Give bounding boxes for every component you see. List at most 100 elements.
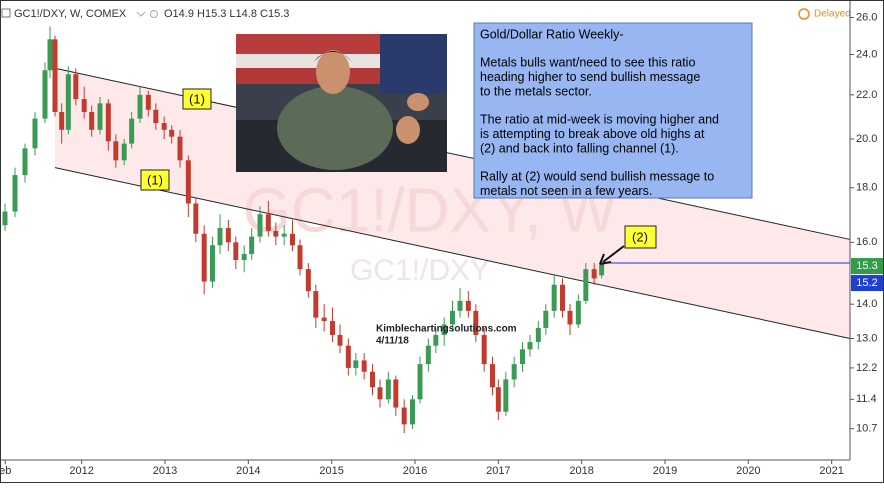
price-label: 15.3	[856, 260, 877, 272]
candle-body	[370, 371, 375, 388]
header-icon	[1, 8, 11, 18]
candle-body	[137, 94, 143, 119]
candle-body	[313, 291, 319, 318]
annotation-line: is attempting to break above old highs a…	[480, 127, 705, 141]
y-tick-label: 10.7	[856, 423, 877, 435]
candle-body	[433, 334, 439, 346]
x-tick-label: eb	[0, 465, 11, 477]
header: GC1!/DXY, W, COMEX O14.9 H15.3 L14.8 C15…	[1, 8, 851, 20]
candle-body	[2, 211, 8, 226]
status: Delayed	[814, 9, 851, 20]
candle-body	[113, 141, 119, 161]
candle-body	[465, 300, 471, 311]
candle-body	[450, 310, 455, 325]
candle-body	[560, 284, 565, 311]
candle-body	[591, 269, 597, 279]
candle-body	[241, 254, 247, 261]
x-axis-bg	[0, 460, 884, 483]
annotation-line: Rally at (2) would send bullish message …	[480, 169, 714, 183]
callout-arrowhead	[599, 253, 612, 265]
callout: (2)	[632, 229, 648, 244]
candle-body	[265, 214, 271, 231]
candle-body	[81, 99, 87, 113]
x-tick-label: 2014	[236, 465, 260, 477]
callout-box	[140, 169, 170, 191]
callout: (1)	[147, 172, 163, 187]
price-label: 15.2	[856, 277, 877, 289]
candle-body	[32, 118, 38, 149]
candle-body	[65, 74, 71, 130]
candle-body	[281, 233, 287, 237]
candle-body	[527, 342, 533, 350]
candle-body	[273, 230, 279, 237]
candle-body	[169, 129, 175, 137]
candle-body	[217, 228, 223, 246]
photo-hand	[407, 93, 429, 111]
candle-body	[457, 300, 463, 311]
y-tick-label: 12.2	[856, 362, 877, 374]
candle-body	[345, 345, 351, 368]
candle-body	[535, 327, 541, 343]
x-tick-label: 2012	[69, 465, 93, 477]
y-tick-label: 11.4	[856, 393, 877, 405]
y-tick-label: 13.0	[856, 332, 877, 344]
candle-body	[42, 70, 48, 119]
candle-body	[201, 233, 207, 282]
y-tick-label: 18.0	[856, 182, 877, 194]
y-tick-label: 26.0	[856, 11, 877, 23]
candle-body	[321, 317, 327, 322]
y-tick-label: 22.0	[856, 89, 877, 101]
candle-body	[145, 94, 151, 110]
annotation-box	[473, 22, 753, 199]
candle-body	[52, 39, 58, 113]
x-tick-label: 2017	[486, 465, 510, 477]
credit-date: 4/11/18	[376, 336, 409, 347]
y-axis-bg	[850, 0, 884, 483]
candle-body	[337, 334, 343, 346]
candle-body	[473, 310, 479, 335]
annotation: Gold/Dollar Ratio Weekly- Metals bulls wa…	[473, 22, 753, 199]
candle-body	[12, 175, 18, 212]
candle-body	[185, 160, 191, 204]
candle-body	[385, 379, 391, 400]
candle-body	[249, 236, 255, 255]
candle-body	[161, 123, 167, 130]
annotation-line: to the metals sector.	[480, 84, 592, 98]
candle-body	[305, 269, 311, 292]
callout: (1)	[189, 91, 205, 106]
photo-figure	[277, 86, 393, 170]
candle-body	[410, 399, 415, 425]
x-tick-label: 2015	[319, 465, 343, 477]
ohlc-header: O14.9 H15.3 L14.8 C15.3	[164, 8, 289, 20]
candle-body	[257, 214, 263, 237]
annotation-line: metals not seen in a few years.	[480, 184, 652, 198]
header-dot	[150, 10, 158, 18]
header-caret	[136, 11, 146, 17]
photo-hair	[314, 51, 352, 62]
callout-box	[624, 225, 657, 249]
candle-body	[417, 364, 423, 400]
candle-body	[481, 334, 487, 365]
candle-body	[503, 379, 509, 412]
x-tick-label: 2020	[736, 465, 760, 477]
annotation-line: The ratio at mid-week is moving higher a…	[480, 112, 719, 126]
candle-body	[290, 233, 295, 246]
x-tick-label: 2018	[569, 465, 593, 477]
candle-body	[97, 103, 103, 130]
candle-body	[22, 148, 28, 176]
y-tick-label: 24.0	[856, 48, 877, 60]
watermark-small: GC1!/DXY	[350, 254, 490, 287]
candle-body	[599, 263, 605, 276]
candle-body	[225, 228, 231, 243]
annotation-line: heading higher to send bullish message	[480, 70, 700, 84]
candle-body	[210, 245, 215, 282]
candle-body	[47, 39, 53, 71]
marks-layer	[2, 26, 851, 434]
candle-body	[153, 109, 159, 124]
candle-body	[177, 136, 183, 161]
callout-arrow	[602, 245, 625, 263]
credit: Kimblechartingsolutions.com	[376, 324, 517, 335]
candle-body	[583, 269, 589, 301]
